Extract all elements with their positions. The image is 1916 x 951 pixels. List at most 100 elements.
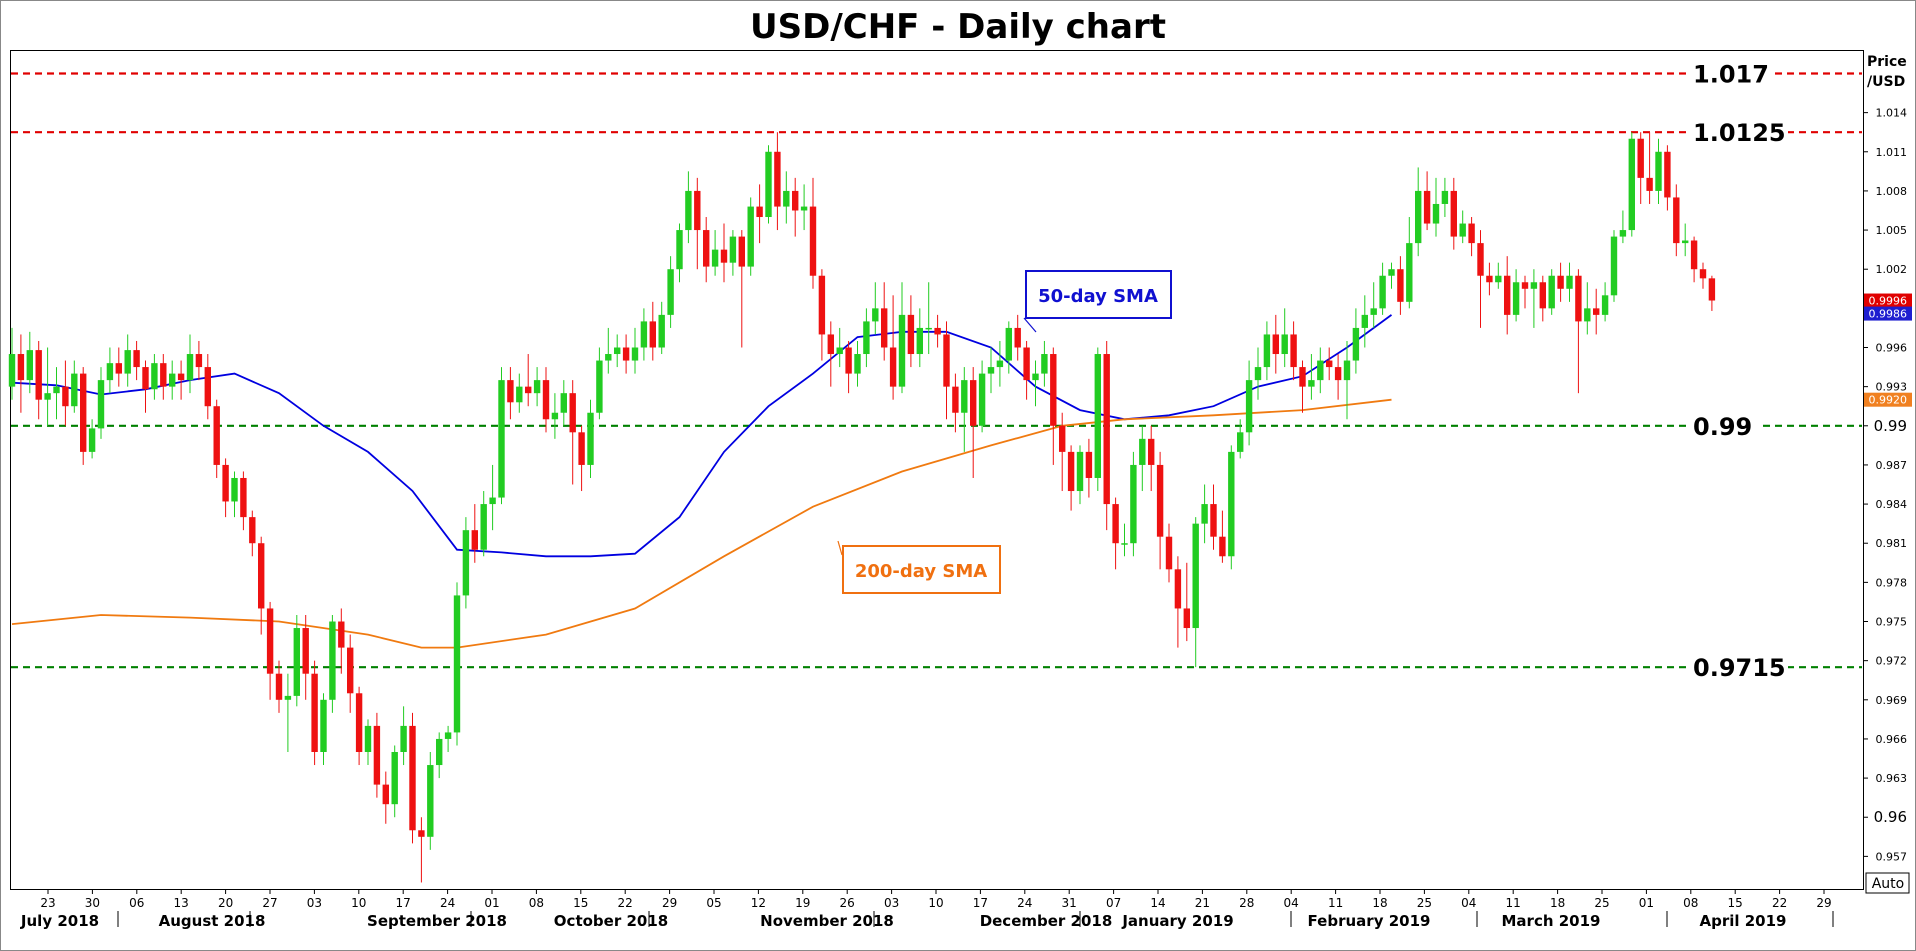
x-month-label-7: February 2019 [1308, 912, 1431, 930]
y-tick-label-5: 0.996 [1876, 341, 1908, 354]
x-tick-label-37: 08 [1683, 896, 1698, 910]
auto-button[interactable]: Auto [1865, 872, 1910, 894]
candle-body-62 [560, 393, 567, 413]
auto-button-frame[interactable] [1865, 872, 1910, 894]
candle-body-82 [738, 236, 745, 267]
candle-body-180 [1610, 236, 1618, 296]
candle-body-115 [1032, 373, 1039, 381]
candle-body-39 [355, 693, 363, 752]
candle-body-83 [747, 206, 754, 267]
annotation-200-sma-box [842, 545, 1001, 594]
x-axis: 23 30 06 13 20 27 03 10 17 24 01 08 15 22 29 05 12 19 26 03… [20, 889, 1834, 930]
candle-body-93 [836, 347, 843, 355]
price-badge-label-0: 0.9996 [1869, 295, 1908, 308]
x-tick-label-11: 08 [529, 896, 544, 910]
candle-body-117 [1050, 354, 1057, 426]
candle-body-67 [605, 354, 612, 361]
candle-body-15 [142, 367, 149, 390]
candle-body-89 [800, 206, 808, 211]
candle-body-35 [320, 699, 327, 752]
candle-body-178 [1593, 308, 1600, 315]
candle-body-92 [827, 334, 834, 355]
y-tick-label-9: 0.984 [1876, 498, 1908, 511]
y-tick-label-16: 0.963 [1876, 772, 1908, 785]
candle-body-9 [88, 428, 96, 452]
candle-body-125 [1121, 543, 1128, 545]
candle-body-140 [1254, 367, 1262, 381]
level-label-1: 1.0125 [1693, 119, 1786, 147]
y-tick-label-15: 0.966 [1876, 733, 1908, 746]
candle-body-95 [854, 354, 861, 374]
candle-body-1 [17, 354, 25, 381]
x-tick-label-10: 01 [484, 896, 499, 910]
x-tick-label-18: 26 [840, 896, 855, 910]
x-tick-label-32: 04 [1461, 896, 1476, 910]
plot-area [10, 50, 1864, 890]
x-tick-label-6: 03 [307, 896, 322, 910]
x-tick-label-20: 10 [928, 896, 943, 910]
annotation-50-sma-label: 50-day SMA [1038, 286, 1158, 307]
x-tick-label-1: 30 [85, 896, 100, 910]
annotation-50-sma-box [1025, 270, 1172, 319]
candle-body-168 [1504, 275, 1511, 315]
x-month-label-8: March 2019 [1502, 912, 1601, 930]
candle-body-141 [1263, 334, 1271, 368]
x-tick-label-15: 05 [706, 896, 721, 910]
level-label-0: 1.017 [1693, 60, 1769, 88]
candle-body-91 [818, 275, 826, 335]
candle-body-8 [80, 373, 87, 452]
candle-body-173 [1548, 275, 1555, 309]
candle-body-171 [1530, 282, 1538, 289]
candle-body-136 [1219, 536, 1226, 557]
candle-body-191 [1708, 278, 1716, 301]
x-month-label-0: July 2018 [20, 912, 99, 930]
sma-line-1 [11, 398, 1392, 649]
auto-button-label[interactable]: Auto [1872, 876, 1905, 892]
x-tick-label-24: 07 [1106, 896, 1121, 910]
level-label-bg-3 [1688, 652, 1788, 683]
candle-body-176 [1575, 275, 1582, 322]
price-badge-0 [1864, 293, 1912, 308]
x-tick-label-12: 15 [573, 896, 588, 910]
y-tick-label-7: 0.99 [1874, 417, 1907, 435]
candle-body-3 [35, 350, 42, 400]
candle-body-142 [1272, 334, 1279, 355]
candle-body-111 [996, 360, 1004, 368]
candles [8, 132, 1716, 883]
candle-body-163 [1459, 223, 1466, 237]
price-badge-label-2: 0.9920 [1869, 394, 1908, 407]
y-tick-label-17: 0.96 [1874, 808, 1907, 826]
candle-body-19 [177, 373, 185, 381]
x-month-label-9: April 2019 [1700, 912, 1787, 930]
x-tick-label-21: 17 [973, 896, 988, 910]
candle-body-90 [809, 206, 817, 276]
y-tick-label-6: 0.993 [1876, 381, 1908, 394]
candle-body-42 [382, 784, 389, 805]
candle-body-46 [418, 830, 425, 837]
candle-body-166 [1486, 275, 1493, 283]
x-month-label-3: October 2018 [554, 912, 668, 930]
price-badge-1 [1864, 306, 1912, 321]
candle-body-157 [1406, 243, 1413, 302]
candle-body-175 [1566, 275, 1573, 289]
y-tick-label-1: 1.011 [1876, 146, 1908, 159]
candle-body-16 [151, 363, 158, 390]
candle-body-119 [1067, 451, 1075, 492]
x-tick-label-0: 23 [40, 896, 55, 910]
candle-body-133 [1192, 523, 1199, 629]
candle-body-159 [1423, 190, 1431, 224]
candle-body-7 [71, 373, 78, 407]
y-tick-label-0: 1.014 [1876, 107, 1908, 120]
candle-body-184 [1646, 177, 1653, 191]
y-tick-label-8: 0.987 [1876, 459, 1908, 472]
candle-body-177 [1584, 308, 1591, 322]
x-tick-label-29: 11 [1328, 896, 1343, 910]
candle-body-149 [1334, 367, 1342, 381]
candle-body-76 [685, 190, 692, 231]
candle-body-122 [1094, 354, 1101, 478]
candle-body-97 [872, 308, 879, 322]
candle-body-161 [1441, 190, 1449, 204]
candle-body-120 [1076, 451, 1084, 492]
candle-body-54 [489, 497, 496, 505]
